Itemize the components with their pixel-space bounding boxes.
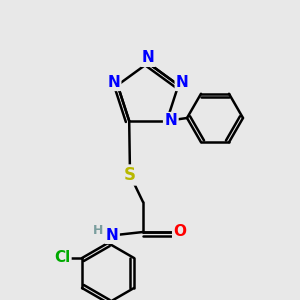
Text: N: N: [107, 75, 120, 90]
Text: S: S: [124, 166, 136, 184]
Text: N: N: [164, 113, 177, 128]
Text: Cl: Cl: [54, 250, 70, 266]
Text: N: N: [106, 227, 118, 242]
Text: N: N: [176, 75, 189, 90]
Text: N: N: [142, 50, 154, 65]
Text: O: O: [173, 224, 187, 239]
Text: H: H: [93, 224, 103, 236]
